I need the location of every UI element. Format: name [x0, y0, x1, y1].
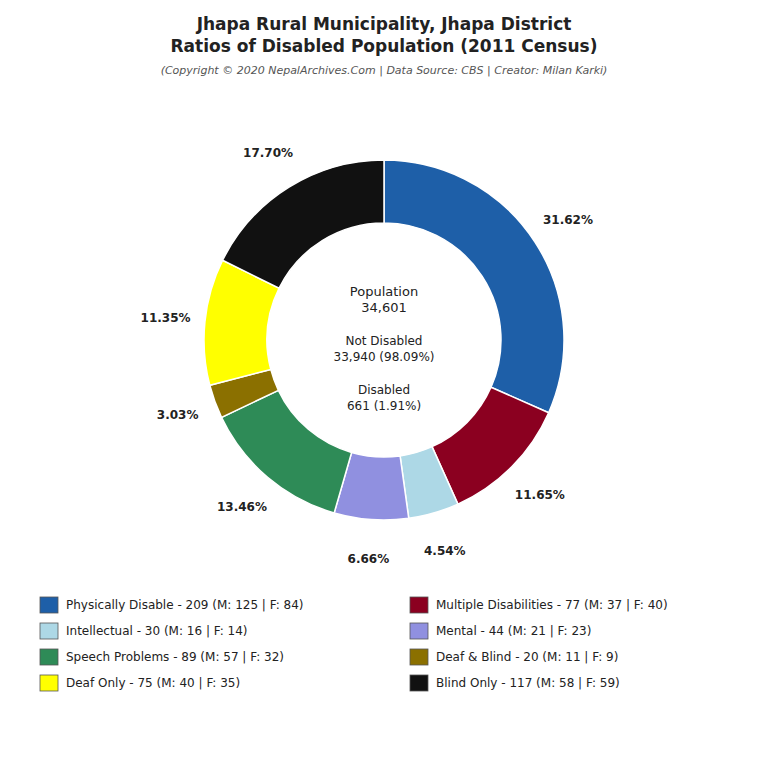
legend-swatch	[40, 597, 58, 613]
legend-item: Blind Only - 117 (M: 58 | F: 59)	[410, 675, 620, 691]
legend-swatch	[40, 623, 58, 639]
legend-label: Deaf & Blind - 20 (M: 11 | F: 9)	[436, 650, 618, 664]
legend-label: Deaf Only - 75 (M: 40 | F: 35)	[66, 676, 240, 690]
center-annotation: Not Disabled33,940 (98.09%)	[334, 334, 435, 364]
legend-label: Mental - 44 (M: 21 | F: 23)	[436, 624, 591, 638]
data-label: 4.54%	[424, 544, 466, 558]
legend-item: Speech Problems - 89 (M: 57 | F: 32)	[40, 649, 284, 665]
legend-swatch	[40, 649, 58, 665]
legend-swatch	[410, 675, 428, 691]
data-label: 31.62%	[543, 213, 593, 227]
center-annotation: Population34,601	[350, 284, 418, 315]
data-label: 6.66%	[348, 552, 390, 566]
data-label: 11.65%	[515, 488, 565, 502]
legend-item: Multiple Disabilities - 77 (M: 37 | F: 4…	[410, 597, 668, 613]
center-annotation: Disabled661 (1.91%)	[347, 383, 421, 413]
legend-item: Deaf & Blind - 20 (M: 11 | F: 9)	[410, 649, 618, 665]
legend-swatch	[410, 649, 428, 665]
legend-item: Intellectual - 30 (M: 16 | F: 14)	[40, 623, 248, 639]
legend-label: Intellectual - 30 (M: 16 | F: 14)	[66, 624, 248, 638]
legend-label: Blind Only - 117 (M: 58 | F: 59)	[436, 676, 620, 690]
legend-item: Mental - 44 (M: 21 | F: 23)	[410, 623, 591, 639]
legend-swatch	[410, 623, 428, 639]
legend-label: Multiple Disabilities - 77 (M: 37 | F: 4…	[436, 598, 668, 612]
slice	[223, 160, 384, 288]
slice	[400, 447, 458, 519]
legend-label: Physically Disable - 209 (M: 125 | F: 84…	[66, 598, 304, 612]
data-label: 17.70%	[243, 146, 293, 160]
legend-swatch	[40, 675, 58, 691]
data-label: 13.46%	[217, 500, 267, 514]
data-label: 11.35%	[141, 311, 191, 325]
legend-swatch	[410, 597, 428, 613]
data-label: 3.03%	[157, 408, 199, 422]
legend-label: Speech Problems - 89 (M: 57 | F: 32)	[66, 650, 284, 664]
legend-item: Deaf Only - 75 (M: 40 | F: 35)	[40, 675, 240, 691]
title: Jhapa Rural Municipality, Jhapa District…	[171, 14, 598, 56]
subtitle: (Copyright © 2020 NepalArchives.Com | Da…	[161, 64, 608, 77]
legend: Physically Disable - 209 (M: 125 | F: 84…	[40, 597, 668, 691]
chart: Jhapa Rural Municipality, Jhapa District…	[0, 0, 768, 768]
legend-item: Physically Disable - 209 (M: 125 | F: 84…	[40, 597, 304, 613]
pie: 31.62% 11.65% 4.54% 6.66% 13.46% 3.03% 11.35% 1…	[141, 146, 593, 566]
